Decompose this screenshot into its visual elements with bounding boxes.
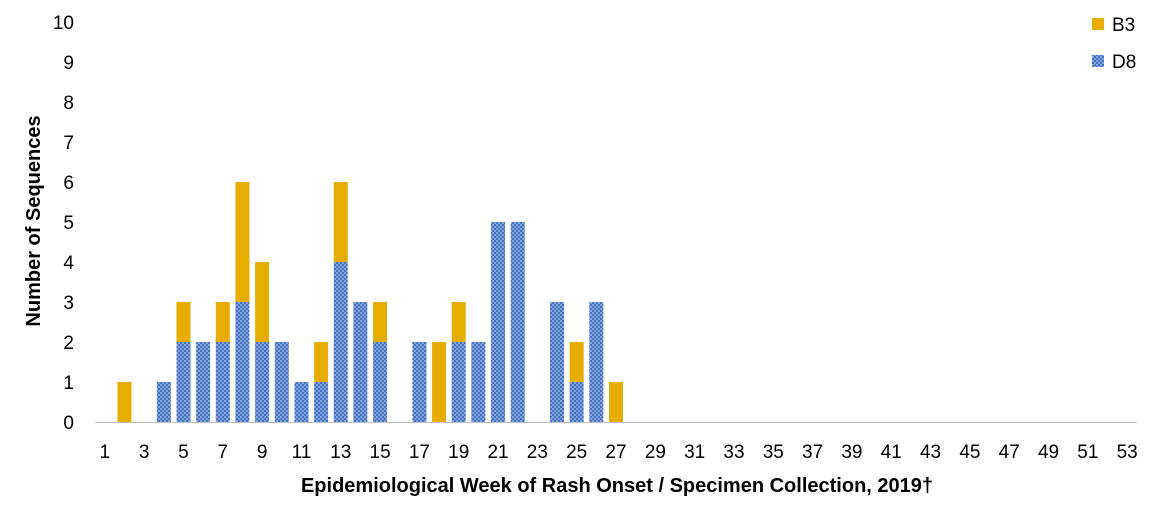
y-tick-label: 7 (63, 133, 74, 154)
bar-d8-week-22 (510, 222, 525, 422)
bar-d8-week-10 (274, 342, 289, 422)
bar-d8-week-19 (451, 342, 466, 422)
y-tick-label: 9 (63, 53, 74, 74)
y-tick-label: 0 (63, 413, 74, 434)
legend-swatch-b3 (1092, 18, 1104, 30)
bar-b3-week-25 (569, 342, 584, 382)
x-tick-label: 41 (881, 442, 902, 463)
x-axis-ticks: 1 3 5 7 9 11 13 15 17 19 21 23 25 27 29 31 33 35 37 39 41 43 4… (100, 442, 1138, 463)
x-axis-title: Epidemiological Week of Rash Onset / Spe… (301, 475, 933, 497)
y-axis-ticks: 0 1 2 3 4 5 6 7 8 9 10 (53, 13, 75, 434)
legend-label-d8: D8 (1112, 52, 1136, 73)
bar-d8-week-13 (333, 262, 348, 422)
x-tick-label: 31 (684, 442, 705, 463)
x-tick-label: 27 (605, 442, 626, 463)
bar-b3-week-18 (432, 342, 447, 422)
y-tick-label: 5 (63, 213, 74, 234)
x-tick-label: 3 (139, 442, 150, 463)
x-tick-label: 17 (409, 442, 430, 463)
bar-d8-week-24 (550, 302, 565, 422)
bar-d8-week-17 (412, 342, 427, 422)
x-tick-label: 23 (527, 442, 548, 463)
legend-label-b3: B3 (1112, 15, 1135, 36)
y-tick-label: 8 (63, 93, 74, 114)
bar-d8-week-6 (196, 342, 211, 422)
x-tick-label: 33 (723, 442, 744, 463)
bar-d8-week-5 (176, 342, 191, 422)
bar-b3-week-12 (314, 342, 329, 382)
x-tick-label: 45 (959, 442, 980, 463)
bar-d8-week-9 (255, 342, 270, 422)
bar-b3-week-9 (255, 262, 270, 342)
legend-swatch-d8 (1092, 55, 1104, 67)
bar-d8-week-14 (353, 302, 368, 422)
x-tick-label: 21 (487, 442, 508, 463)
y-tick-label: 1 (63, 373, 74, 394)
bar-b3-week-7 (215, 302, 230, 342)
bar-d8-week-25 (569, 382, 584, 422)
x-tick-label: 43 (920, 442, 941, 463)
bar-d8-week-12 (314, 382, 329, 422)
bar-d8-week-20 (471, 342, 486, 422)
y-tick-label: 2 (63, 333, 74, 354)
x-tick-label: 29 (645, 442, 666, 463)
x-tick-label: 1 (100, 442, 111, 463)
bar-d8-week-15 (373, 342, 388, 422)
bar-d8-week-11 (294, 382, 309, 422)
x-tick-label: 35 (763, 442, 784, 463)
y-axis-title: Number of Sequences (23, 115, 45, 326)
bar-d8-week-4 (156, 382, 171, 422)
bar-d8-week-8 (235, 302, 250, 422)
bar-b3-week-13 (333, 182, 348, 262)
bar-d8-week-26 (589, 302, 604, 422)
legend: B3 D8 (1092, 15, 1136, 73)
bar-b3-week-8 (235, 182, 250, 302)
y-tick-label: 3 (63, 293, 74, 314)
x-tick-label: 11 (292, 442, 312, 463)
x-tick-label: 9 (257, 442, 268, 463)
x-tick-label: 25 (566, 442, 587, 463)
x-tick-label: 7 (218, 442, 229, 463)
x-tick-label: 5 (178, 442, 189, 463)
x-tick-label: 49 (1038, 442, 1059, 463)
bar-d8-week-7 (215, 342, 230, 422)
y-tick-label: 10 (53, 13, 74, 34)
y-tick-label: 6 (63, 173, 74, 194)
bar-b3-week-27 (609, 382, 623, 422)
x-tick-label: 53 (1117, 442, 1138, 463)
x-tick-label: 13 (330, 442, 351, 463)
y-tick-label: 4 (63, 253, 74, 274)
x-tick-label: 15 (370, 442, 391, 463)
x-tick-label: 39 (841, 442, 862, 463)
bar-b3-week-15 (373, 302, 388, 342)
x-tick-label: 19 (448, 442, 469, 463)
x-tick-label: 47 (999, 442, 1020, 463)
bar-b3-week-19 (451, 302, 466, 342)
bar-d8-week-21 (491, 222, 506, 422)
bar-b3-week-2 (117, 382, 132, 422)
x-tick-label: 37 (802, 442, 823, 463)
bar-b3-week-5 (176, 302, 191, 342)
x-tick-label: 51 (1077, 442, 1098, 463)
bars (117, 182, 623, 422)
